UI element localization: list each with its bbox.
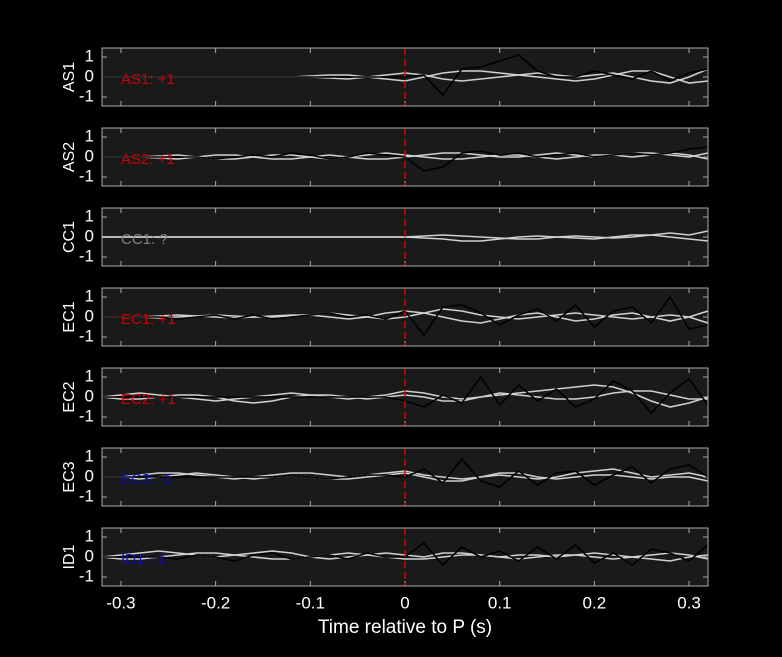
annotation: AS2: +1 — [121, 151, 175, 168]
x-axis-label: Time relative to P (s) — [318, 617, 492, 638]
y-axis-label: AS2 — [61, 142, 78, 172]
waveform — [101, 552, 709, 560]
y-tick-label: 0 — [85, 466, 94, 485]
y-tick-label: 1 — [85, 46, 94, 65]
y-tick-label: 0 — [85, 66, 94, 85]
x-tick-label: 0.2 — [583, 593, 607, 612]
y-tick-label: 0 — [85, 546, 94, 565]
annotation: CC1: ? — [121, 231, 168, 248]
y-axis-label: EC2 — [61, 381, 78, 412]
y-tick-label: 1 — [85, 446, 94, 465]
x-tick-label: 0.1 — [488, 593, 512, 612]
y-tick-label: 1 — [85, 286, 94, 305]
y-tick-label: -1 — [79, 86, 94, 105]
annotation: AS1: +1 — [121, 71, 175, 88]
y-tick-label: 0 — [85, 306, 94, 325]
y-tick-label: 0 — [85, 226, 94, 245]
y-axis-label: EC3 — [61, 461, 78, 492]
y-tick-label: 0 — [85, 386, 94, 405]
y-axis-label: CC1 — [61, 221, 78, 253]
y-tick-label: 0 — [85, 146, 94, 165]
x-tick-label: 0.3 — [677, 593, 701, 612]
plot-frame — [101, 527, 709, 587]
x-tick-label: 0 — [400, 593, 409, 612]
y-axis-label: EC1 — [61, 301, 78, 332]
y-tick-label: -1 — [79, 566, 94, 585]
plot-frame — [101, 47, 709, 107]
y-tick-label: 1 — [85, 366, 94, 385]
y-tick-label: -1 — [79, 246, 94, 265]
y-tick-label: -1 — [79, 326, 94, 345]
plot-frame — [101, 207, 709, 267]
annotation: EC2: +1 — [121, 391, 176, 408]
plot-frame — [101, 287, 709, 347]
y-tick-label: -1 — [79, 486, 94, 505]
plot-frame — [101, 447, 709, 507]
x-tick-label: -0.1 — [296, 593, 325, 612]
plot-frame — [101, 367, 709, 427]
y-axis-label: AS1 — [61, 62, 78, 92]
x-tick-label: -0.3 — [106, 593, 135, 612]
y-tick-label: 1 — [85, 126, 94, 145]
plot-frame — [101, 127, 709, 187]
y-tick-label: -1 — [79, 406, 94, 425]
x-tick-label: -0.2 — [201, 593, 230, 612]
y-tick-label: 1 — [85, 526, 94, 545]
y-tick-label: 1 — [85, 206, 94, 225]
annotation: EC1: +1 — [121, 311, 176, 328]
annotation: EC3: -1 — [121, 471, 172, 488]
y-tick-label: -1 — [79, 166, 94, 185]
annotation: ID1: -1 — [121, 551, 166, 568]
y-axis-label: ID1 — [61, 544, 78, 569]
